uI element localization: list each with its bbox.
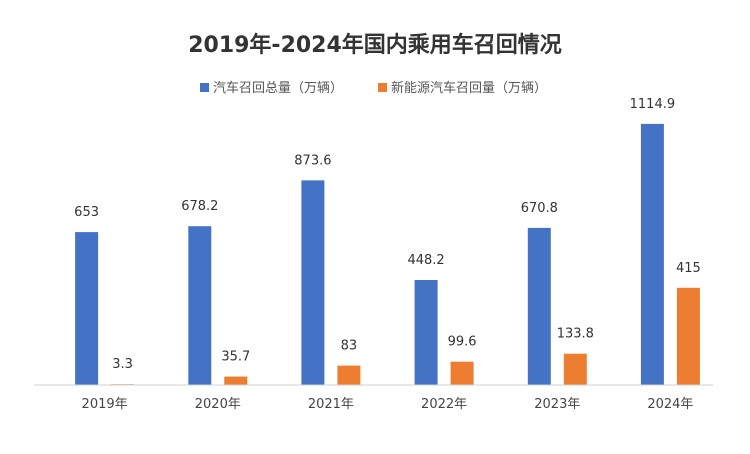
- x-tick-label-3: 2022年: [421, 397, 467, 412]
- bar-nev-4: [563, 353, 587, 385]
- chart-title: 2019年-2024年国内乘用车召回情况: [188, 32, 562, 58]
- legend-label-nev: 新能源汽车召回量（万辆）: [391, 80, 547, 96]
- bar-total-1: [188, 226, 212, 385]
- data-label-total-3: 448.2: [407, 253, 444, 268]
- bar-nev-2: [337, 365, 361, 385]
- legend-swatch-total: [200, 83, 209, 92]
- bar-nev-5: [676, 287, 700, 385]
- bar-total-0: [75, 232, 99, 385]
- legend: 汽车召回总量（万辆） 新能源汽车召回量（万辆）: [200, 80, 547, 96]
- bar-total-3: [414, 280, 438, 385]
- data-label-nev-3: 99.6: [448, 335, 477, 350]
- data-label-total-1: 678.2: [181, 199, 218, 214]
- bar-total-4: [527, 227, 551, 385]
- x-tick-label-0: 2019年: [82, 397, 128, 412]
- x-tick-label-2: 2021年: [308, 397, 354, 412]
- bar-total-2: [301, 180, 325, 385]
- data-label-total-2: 873.6: [294, 153, 331, 168]
- bar-total-5: [640, 123, 664, 386]
- data-label-total-0: 653: [74, 205, 99, 220]
- legend-swatch-nev: [378, 83, 387, 92]
- bar-nev-3: [450, 361, 474, 385]
- legend-label-total: 汽车召回总量（万辆）: [213, 80, 343, 96]
- data-label-total-5: 1114.9: [630, 97, 676, 112]
- data-label-nev-0: 3.3: [112, 357, 133, 372]
- x-tick-label-4: 2023年: [534, 397, 580, 412]
- plot-area: 653 3.3 2019年 678.2 35.7 2020年 873.6 83 2021年 448…: [74, 97, 701, 412]
- data-label-nev-1: 35.7: [221, 350, 250, 365]
- x-tick-label-1: 2020年: [195, 397, 241, 412]
- data-label-total-4: 670.8: [521, 201, 558, 216]
- data-label-nev-5: 415: [676, 261, 701, 276]
- data-label-nev-4: 133.8: [557, 327, 594, 342]
- data-label-nev-2: 83: [341, 339, 358, 354]
- x-tick-label-5: 2024年: [647, 397, 693, 412]
- bar-nev-1: [224, 376, 248, 385]
